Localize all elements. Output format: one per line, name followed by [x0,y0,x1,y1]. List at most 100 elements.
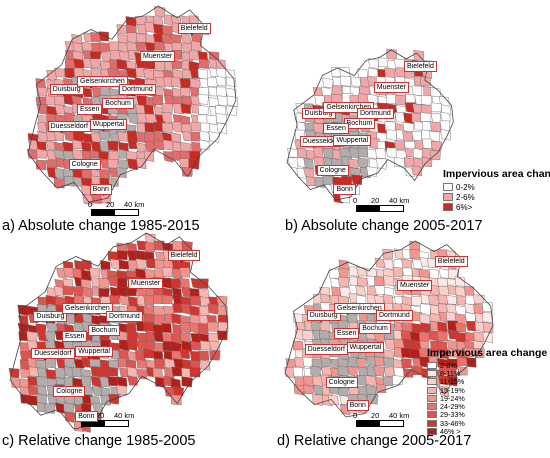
municipality [71,366,83,378]
municipality [456,356,468,366]
municipality [188,322,200,334]
scale-bar: 0 20 40 km [353,196,413,212]
city-label: Dortmund [357,107,394,119]
municipality [143,68,154,80]
municipality [107,376,119,387]
city-label: Muenster [140,50,176,62]
municipality [357,366,369,377]
legend-item: 15-19% [427,386,547,395]
city-label: Cologne [316,164,349,176]
municipality [53,285,65,297]
legend-item: 2-8% [427,361,547,370]
municipality [209,350,221,361]
municipality [357,147,368,158]
municipality [436,331,448,342]
municipality [331,85,343,96]
legend-item: 6%> [443,202,550,212]
municipality [99,42,110,52]
municipality [107,140,119,152]
municipality [27,148,38,160]
city-label: Dortmund [119,84,156,96]
municipality [116,286,128,298]
municipality [402,131,414,141]
municipality [161,122,174,133]
municipality [386,129,397,141]
municipality [53,131,65,141]
municipality [180,32,192,45]
municipality [36,385,48,397]
municipality [364,375,376,387]
municipality [207,321,219,332]
legend-swatch [427,361,437,369]
municipality [44,403,56,414]
municipality [293,357,306,368]
municipality [197,278,209,289]
municipality [162,139,174,151]
municipality [126,339,138,351]
legend-swatch [427,386,437,394]
municipality [367,58,379,69]
city-label: Bielefeld [167,250,201,262]
municipality [400,358,412,369]
municipality [179,267,191,278]
municipality [438,286,450,297]
municipality [127,113,139,125]
municipality [386,93,397,105]
municipality [218,321,229,333]
municipality [351,174,363,186]
municipality [190,121,201,132]
municipality [62,141,74,152]
municipality [164,367,175,378]
municipality [438,385,450,398]
municipality [365,384,377,395]
city-label: Muenster [373,82,409,93]
city-label: Dortmund [106,311,143,323]
municipality [26,331,38,343]
municipality [208,296,219,307]
municipality [356,358,367,368]
municipality [163,94,175,106]
municipality [81,41,93,53]
municipality [400,347,412,359]
legend-swatch [427,394,437,402]
municipality [154,358,165,370]
municipality [419,313,431,325]
municipality [53,177,66,189]
municipality [179,87,191,97]
municipality [190,40,202,52]
municipality [401,258,413,270]
municipality [107,276,119,287]
legend-item: 0-2% [443,182,550,192]
scale-tick: 0 [353,411,358,420]
municipality [190,340,201,351]
municipality [27,385,38,395]
municipality [163,313,175,324]
municipality [189,367,201,378]
municipality [393,366,405,378]
municipality [171,366,183,377]
municipality [181,287,192,298]
panel-caption: c) Relative change 1985-2005 [2,433,196,449]
city-label: Bielefeld [177,23,211,35]
municipality [189,351,201,363]
municipality [80,375,92,387]
municipality [292,367,304,377]
city-label: Essen [77,103,103,115]
municipality [118,259,130,270]
municipality [143,295,155,307]
municipality [161,277,173,289]
municipality [136,358,148,369]
municipality [207,303,219,315]
municipality [197,94,209,105]
municipality [135,33,147,44]
municipality [320,357,332,368]
municipality [455,286,466,297]
municipality [422,138,433,150]
municipality [217,314,229,325]
municipality [44,330,55,341]
municipality [378,57,389,68]
city-label: Muenster [128,277,164,289]
municipality [412,258,423,269]
municipality [144,122,155,133]
legend-swatch [427,378,437,386]
